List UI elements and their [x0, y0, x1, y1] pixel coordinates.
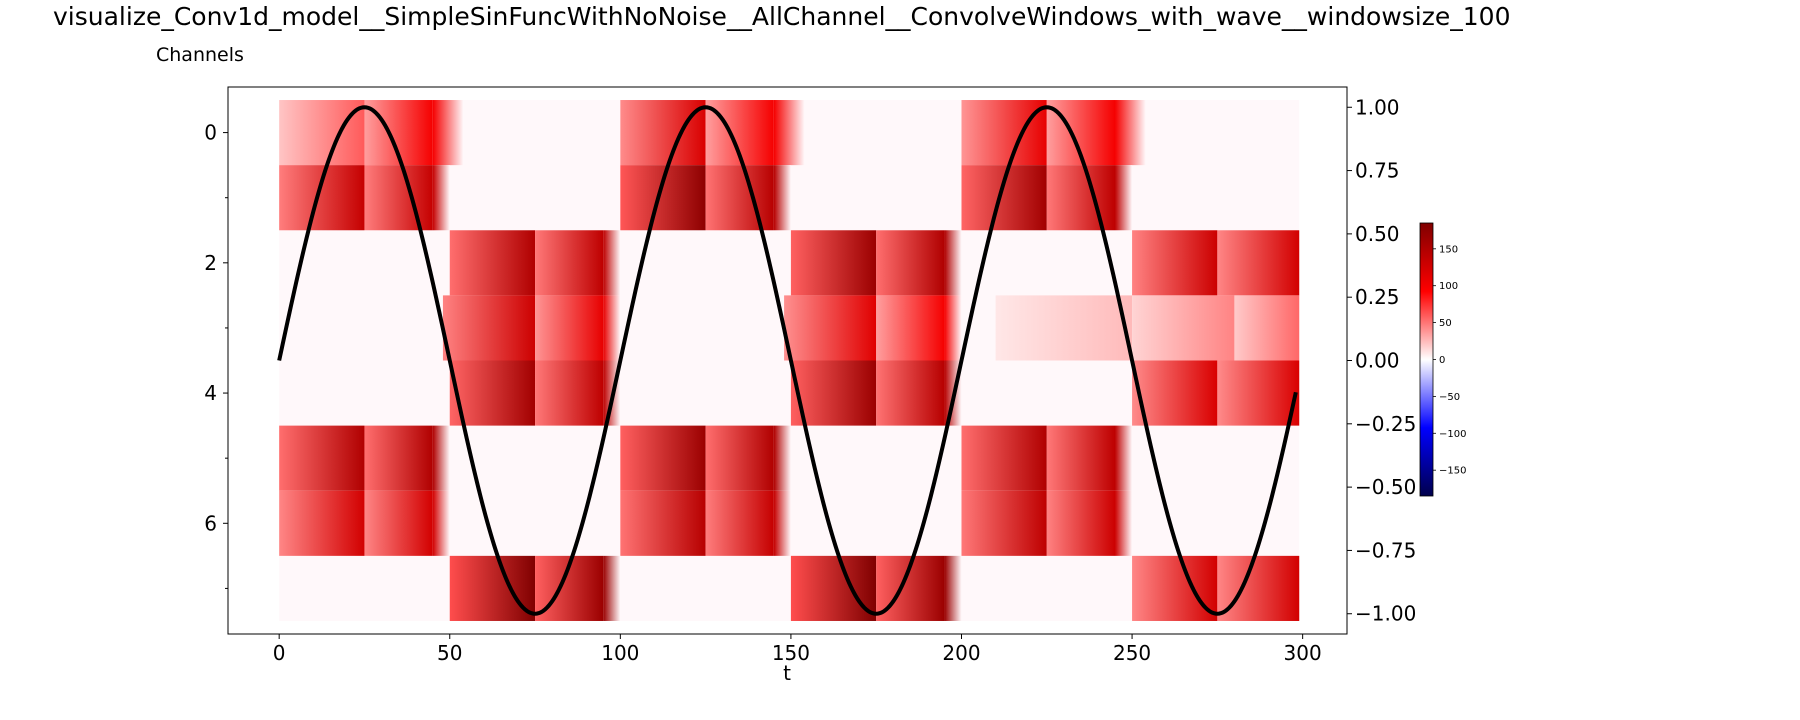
heatmap-cell [535, 360, 604, 426]
heatmap-cell [961, 425, 1047, 491]
right-y-tick-label: −0.50 [1355, 475, 1416, 499]
heatmap-cell [603, 295, 621, 361]
heatmap-cell [944, 295, 962, 361]
x-tick-label: 50 [437, 641, 462, 665]
heatmap-cell [876, 230, 945, 296]
y-tick-label: 4 [204, 381, 217, 405]
heatmap-cell [1132, 360, 1218, 426]
right-y-tick-label: 0.00 [1355, 349, 1400, 373]
colorbar: 150 100 50 0 −50 −100 −150 [1419, 222, 1466, 497]
heatmap-cell [1115, 490, 1133, 556]
heatmap-cell [449, 555, 536, 621]
heatmap-cell [603, 230, 621, 296]
heatmap-cell [1046, 425, 1116, 491]
right-y-tick-label: 0.50 [1355, 222, 1400, 246]
heatmap-cell [995, 295, 1133, 361]
figure-title: visualize_Conv1d_model__SimpleSinFuncWit… [53, 2, 1510, 31]
heatmap-cell [364, 490, 433, 556]
colorbar-tick-label: −50 [1439, 392, 1460, 403]
heatmap-cell [944, 230, 962, 296]
heatmap-cell [1115, 165, 1133, 231]
colorbar-tick-label: 100 [1439, 281, 1458, 292]
colorbar-tick-label: 50 [1439, 318, 1452, 329]
heatmap-cell [432, 425, 450, 491]
colorbar-tick-label: 150 [1439, 244, 1458, 255]
heatmap-cell [773, 100, 805, 166]
heatmap-cell [784, 295, 877, 361]
heatmap-cell [773, 490, 791, 556]
heatmap-cell [961, 100, 1047, 166]
heatmap-cell [364, 425, 433, 491]
heatmap-cell [432, 165, 450, 231]
heatmap-cell [442, 295, 536, 361]
heatmap-cell [705, 165, 774, 231]
sine-line [277, 105, 1298, 616]
heatmap-cell [1234, 295, 1300, 361]
heatmap-cell [705, 490, 774, 556]
heatmap-cell [279, 100, 365, 166]
heatmap-cell [1115, 425, 1133, 491]
heatmap-cell [705, 425, 774, 491]
right-y-tick-label: 0.25 [1355, 285, 1400, 309]
heatmap-cell [620, 490, 706, 556]
heatmap-cell [620, 100, 706, 166]
heatmap-cell [876, 295, 945, 361]
x-tick-label: 250 [1113, 641, 1151, 665]
heatmap-cell [449, 360, 536, 426]
heatmap-cell [535, 295, 604, 361]
right-y-tick-label: −1.00 [1355, 602, 1416, 626]
heatmap-cell [1046, 490, 1116, 556]
heatmap-cell [1132, 295, 1235, 361]
heatmap-cell [449, 230, 536, 296]
heatmap-cell [961, 490, 1047, 556]
channels-label: Channels [156, 44, 244, 66]
colorbar-tick-label: 0 [1439, 355, 1445, 366]
x-tick-label: 200 [942, 641, 980, 665]
heatmap-cell [773, 165, 791, 231]
x-axis: 0 50 100 150 200 250 300 [273, 634, 1322, 665]
right-y-tick-label: 0.75 [1355, 159, 1400, 183]
heatmap-cell [790, 360, 877, 426]
heatmap-cell [432, 100, 464, 166]
x-tick-label: 300 [1284, 641, 1322, 665]
heatmap-cell [364, 165, 433, 231]
heatmap-cell [279, 490, 365, 556]
x-tick-label: 150 [772, 641, 810, 665]
heatmap-cell [603, 555, 621, 621]
heatmap-cell [790, 555, 877, 621]
heatmap-cell [1217, 360, 1300, 426]
right-y-tick-label: 1.00 [1355, 95, 1400, 119]
y-tick-label: 2 [204, 251, 217, 275]
heatmap-cell [876, 360, 945, 426]
heatmap-cell [1115, 100, 1146, 166]
heatmap-cell [1132, 230, 1218, 296]
heatmap-cell [432, 490, 450, 556]
x-tick-label: 0 [273, 641, 286, 665]
heatmap-cell [1046, 165, 1116, 231]
heatmap-cell [1217, 230, 1300, 296]
y-tick-label: 6 [204, 511, 217, 535]
heatmap-cell [620, 425, 706, 491]
colorbar-tick-label: −150 [1439, 466, 1466, 477]
colorbar-gradient [1419, 222, 1434, 497]
y-axis-right: 1.00 0.75 0.50 0.25 0.00 −0.25 −0.50 −0.75 −1.00 [1347, 95, 1416, 626]
colorbar-tick-label: −100 [1439, 429, 1466, 440]
right-y-tick-label: −0.75 [1355, 538, 1416, 562]
heatmap-cell [535, 230, 604, 296]
heatmap-cell [790, 230, 877, 296]
y-tick-label: 0 [204, 121, 217, 145]
heatmap-cell [1217, 555, 1300, 621]
heatmap-cell [944, 555, 962, 621]
heatmap-cell [279, 425, 365, 491]
heatmap-cell [1132, 555, 1218, 621]
x-axis-label: t [783, 661, 791, 685]
x-tick-label: 100 [601, 641, 639, 665]
sine-wave [277, 105, 1298, 616]
y-axis-left: 0 2 4 6 [204, 121, 228, 589]
right-y-tick-label: −0.25 [1355, 412, 1416, 436]
heatmap-cell [773, 425, 791, 491]
